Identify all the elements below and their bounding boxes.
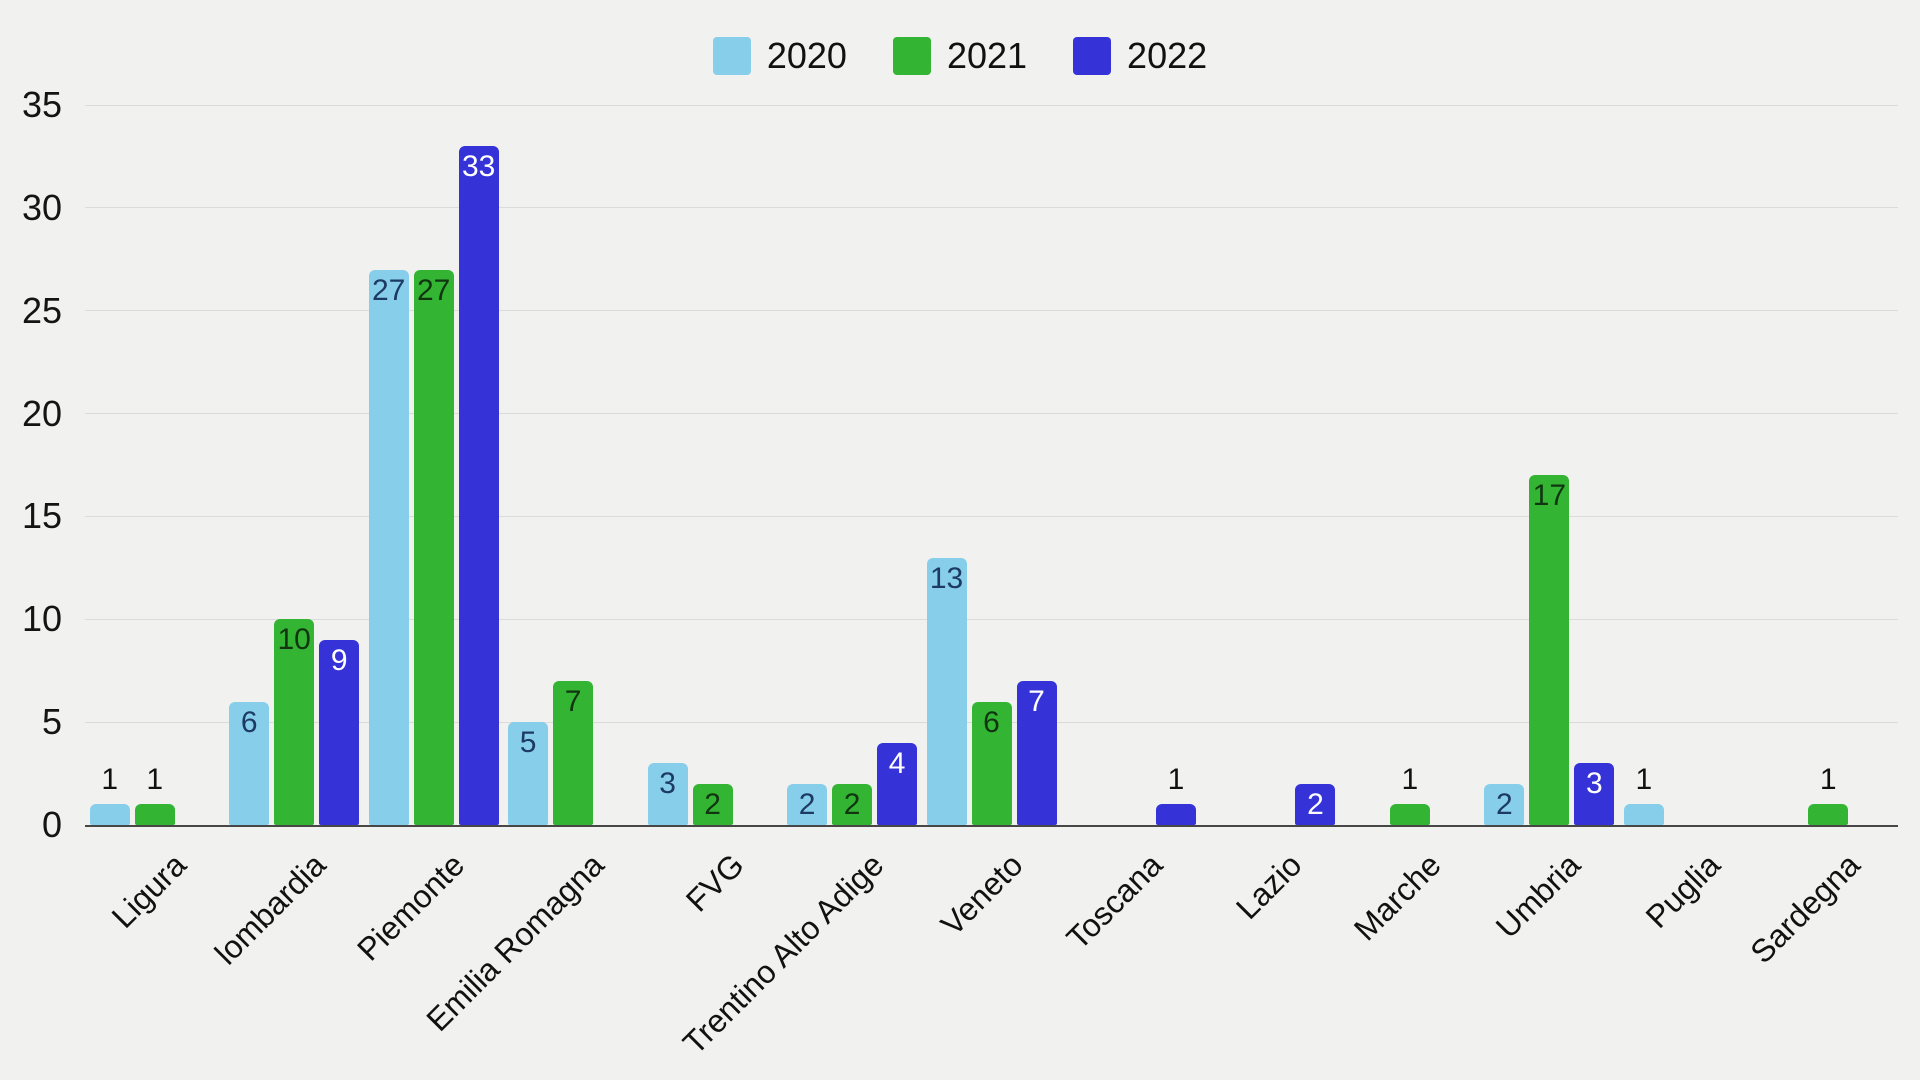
bar-value-label: 1 (1167, 763, 1185, 797)
x-axis-label-marche: Marche (1347, 846, 1448, 948)
bar-value-label: 2 (798, 787, 816, 821)
x-axis-label-umbria: Umbria (1489, 846, 1588, 945)
bar-2020-piemonte (368, 269, 409, 825)
legend-swatch (1073, 37, 1112, 75)
x-axis-label-puglia: Puglia (1638, 846, 1727, 935)
bar-value-label: 1 (1401, 763, 1419, 797)
y-tick-label: 20 (21, 392, 62, 434)
bar-value-label: 1 (1819, 763, 1837, 797)
bar-2021-piemonte (413, 269, 454, 825)
x-axis-label-lombardia: lombardia (207, 846, 333, 972)
bar-2022-veneto (1016, 681, 1057, 825)
grid-line (85, 515, 1898, 517)
grid-line (85, 413, 1898, 415)
bar-value-label: 2 (704, 787, 721, 821)
bar-value-label: 1 (101, 763, 119, 797)
y-tick-label: 25 (21, 289, 62, 331)
y-tick-label: 10 (21, 598, 62, 640)
legend-label: 2022 (1127, 35, 1208, 76)
bar-value-label: 7 (564, 685, 582, 718)
bar-value-label: 10 (277, 623, 311, 657)
legend-item: 2020 (712, 35, 847, 76)
bar-value-label: 2 (843, 787, 861, 821)
bar-value-label: 3 (659, 767, 676, 801)
y-tick-label: 15 (21, 495, 62, 537)
bar-2020-lombardia (229, 701, 270, 825)
chart-legend: 2020 2021 2022 (0, 30, 1920, 82)
x-axis-label-toscana: Toscana (1059, 846, 1170, 957)
y-tick-label: 30 (21, 186, 62, 228)
bar-2020-umbria (1484, 783, 1525, 825)
bar-value-label: 4 (888, 746, 906, 780)
legend-item: 2022 (1073, 37, 1207, 75)
bar-value-label: 7 (1028, 685, 1045, 718)
bar-2022-piemonte (458, 146, 499, 825)
bar-value-label: 33 (461, 150, 496, 184)
bar-value-label: 17 (1532, 479, 1567, 513)
bar-2021-veneto (971, 701, 1012, 825)
y-tick-label: 5 (41, 701, 62, 743)
bar-2022-lazio (1295, 783, 1336, 825)
bar-value-label: 2 (1307, 787, 1324, 821)
bar-2021-fvg (692, 783, 733, 825)
bar-2021-sardegna (1808, 804, 1849, 825)
legend-item: 2021 (892, 35, 1028, 76)
bar-value-label: 9 (330, 643, 348, 677)
bar-2022-umbria (1574, 763, 1615, 825)
bar-value-label: 5 (519, 726, 537, 760)
legend-swatch (712, 37, 751, 75)
bar-value-label: 2 (1496, 787, 1513, 821)
bar-2021-emilia-romagna (553, 681, 594, 825)
grid-line (85, 207, 1898, 209)
legend-label: 2020 (766, 35, 847, 76)
x-axis-label-veneto: Veneto (933, 846, 1030, 943)
bar-2021-trentino-alto-adige (832, 783, 873, 825)
grid-line (85, 618, 1898, 620)
x-axis-label-sardegna: Sardegna (1742, 846, 1867, 971)
x-axis-label-fvg: FVG (678, 846, 751, 919)
bar-value-label: 6 (240, 705, 258, 739)
x-axis-label-lazio: Lazio (1228, 846, 1309, 927)
bar-value-label: 1 (146, 763, 164, 797)
bar-2021-marche (1389, 804, 1430, 825)
x-axis-line (85, 825, 1898, 827)
grid-line (85, 104, 1898, 106)
bar-2021-umbria (1529, 475, 1570, 825)
bar-2022-lombardia (319, 639, 360, 825)
bar-2022-toscana (1155, 804, 1196, 825)
bar-value-label: 27 (371, 273, 406, 307)
bar-2020-trentino-alto-adige (787, 783, 828, 825)
y-tick-label: 35 (21, 84, 62, 125)
bar-value-label: 6 (983, 705, 1000, 739)
bar-value-label: 3 (1586, 767, 1603, 801)
legend-label: 2021 (946, 35, 1028, 76)
x-axis-label-ligura: Ligura (104, 846, 193, 935)
bar-value-label: 1 (1635, 763, 1653, 797)
bar-2020-emilia-romagna (508, 722, 549, 825)
legend-swatch (892, 37, 931, 75)
grid-line (85, 310, 1898, 312)
bar-2022-trentino-alto-adige (877, 742, 918, 825)
bar-value-label: 27 (416, 273, 451, 307)
bar-2020-fvg (647, 763, 688, 825)
bar-2020-veneto (926, 557, 967, 825)
bar-2020-puglia (1623, 804, 1664, 825)
bar-2020-ligura (89, 804, 130, 825)
bar-value-label: 13 (929, 561, 964, 595)
bar-2021-ligura (134, 804, 175, 825)
y-tick-label: 0 (41, 804, 62, 845)
x-axis-label-piemonte: Piemonte (350, 846, 472, 968)
bar-2021-lombardia (274, 619, 315, 825)
